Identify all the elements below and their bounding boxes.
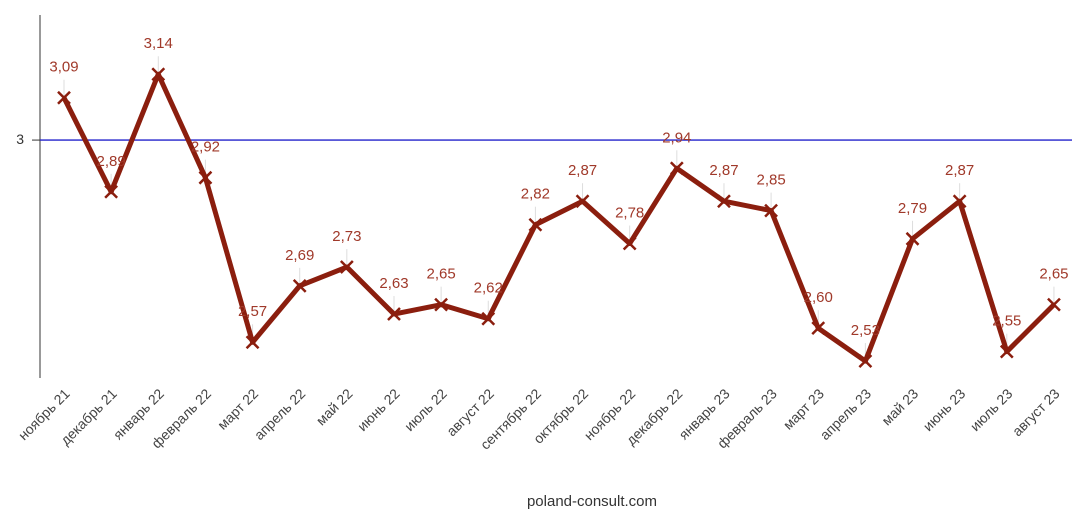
value-label: 2,87 [568,162,597,179]
marker [669,161,684,176]
marker [104,184,119,199]
value-label: 2,89 [97,153,126,170]
marker [245,335,260,350]
value-label: 3,09 [49,59,78,76]
y-tick-label: 3 [16,131,24,147]
value-label: 2,65 [1039,266,1068,283]
value-label: 2,65 [427,266,456,283]
value-label: 2,53 [851,322,880,339]
caption: poland-consult.com [527,493,657,510]
value-label: 2,69 [285,247,314,264]
value-label: 2,57 [238,303,267,320]
x-tick-label: август 23 [1009,385,1063,439]
x-tick-label: март 23 [780,385,827,432]
x-tick-label: май 23 [878,385,921,428]
marker [434,297,449,312]
marker [575,194,590,209]
value-label: 2,94 [662,129,691,146]
marker [528,217,543,232]
marker [622,236,637,251]
x-tick-label: апрель 23 [817,385,875,443]
x-tick-label: март 22 [214,385,261,432]
marker [339,260,354,274]
value-label: 2,87 [945,162,974,179]
marker [292,278,307,293]
x-tick-label: июль 23 [967,385,1016,434]
value-label: 2,92 [191,139,220,156]
value-label: 2,85 [756,172,785,189]
value-label: 2,73 [332,228,361,245]
value-label: 2,78 [615,204,644,221]
marker [905,231,920,246]
x-tick-label: май 22 [313,385,356,428]
marker [764,203,778,218]
value-label: 2,62 [474,280,503,297]
x-tick-label: апрель 22 [251,385,309,443]
marker [1047,297,1061,312]
marker [858,354,873,368]
marker [198,170,213,185]
value-label: 2,63 [379,275,408,292]
value-label: 2,87 [709,162,738,179]
value-label: 3,14 [144,35,173,52]
value-label: 2,82 [521,186,550,203]
x-tick-label: июнь 22 [354,385,403,434]
value-label: 2,55 [992,313,1021,330]
marker [999,344,1014,359]
value-label: 2,60 [804,289,833,306]
line [61,71,1056,364]
marker [387,307,401,321]
x-tick-label: июль 22 [401,385,450,434]
marker [811,321,826,336]
marker [717,194,731,209]
marker [57,90,71,105]
marker [481,311,496,326]
x-tick-label: июнь 23 [920,385,969,434]
value-label: 2,79 [898,200,927,217]
marker [151,67,166,82]
marker [952,194,967,209]
